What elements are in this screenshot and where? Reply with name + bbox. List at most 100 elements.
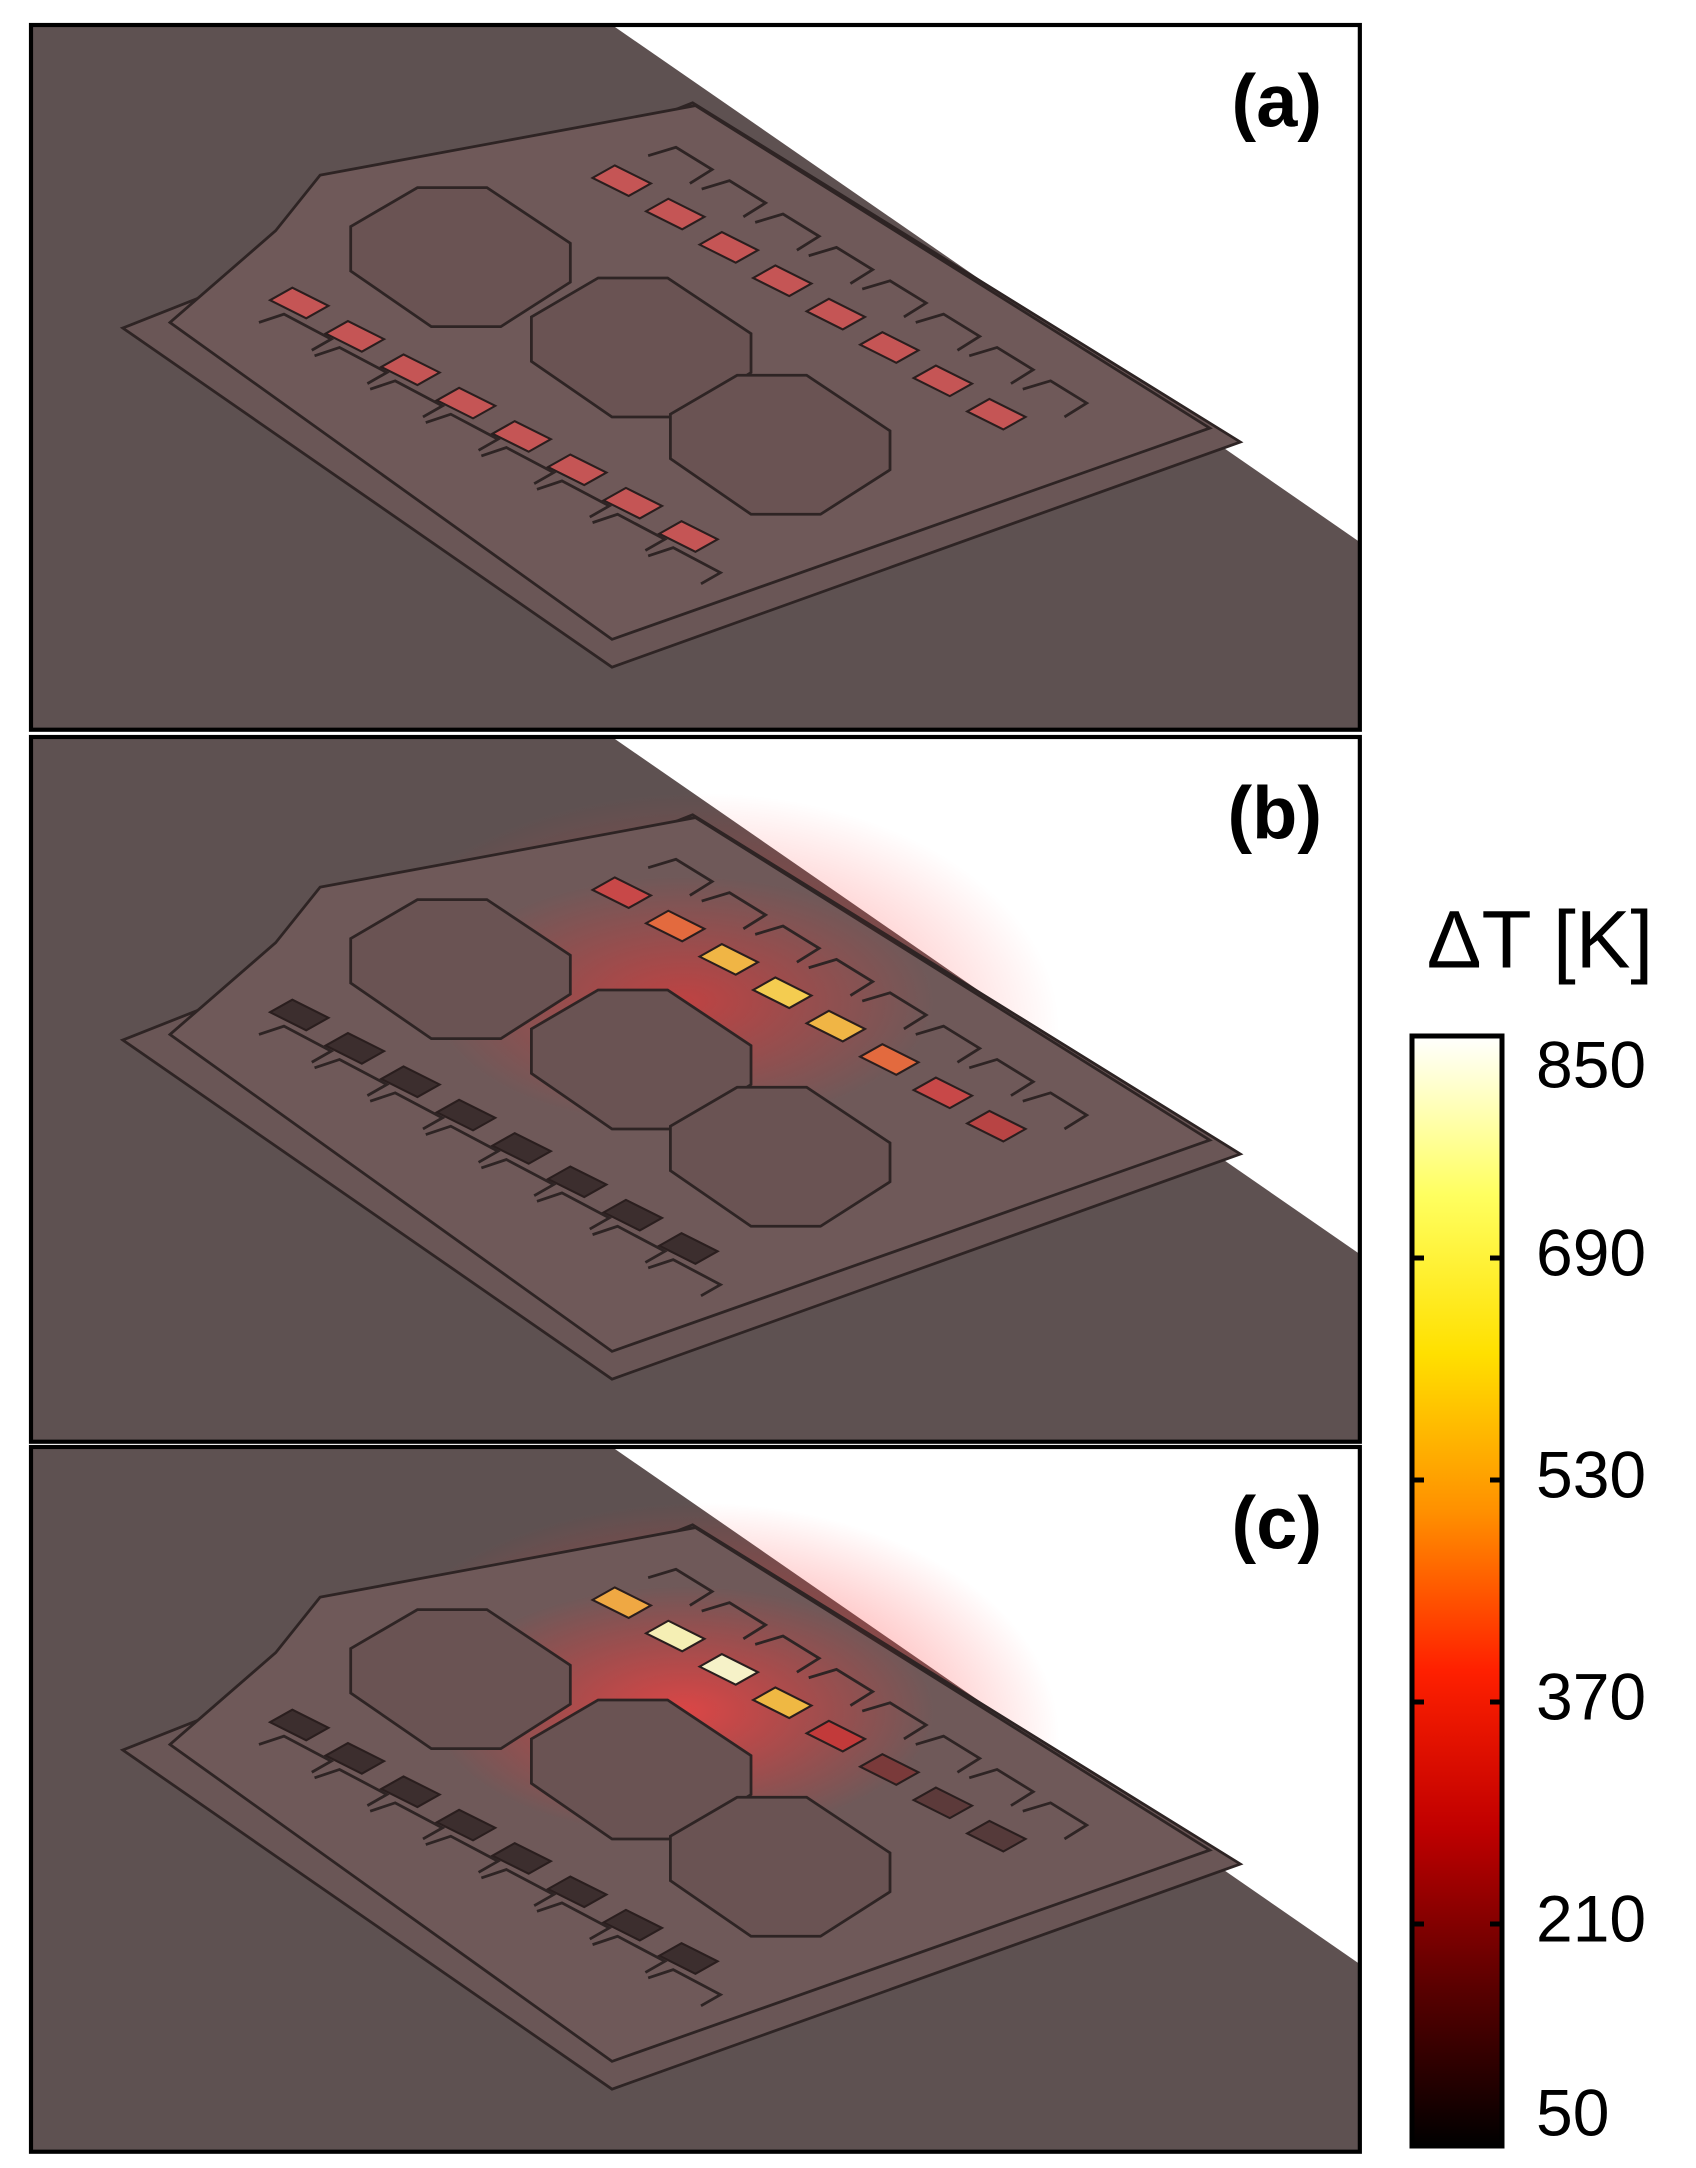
trace — [480, 1868, 557, 1907]
trace — [258, 1024, 335, 1064]
trace — [808, 1667, 876, 1707]
trace — [1022, 1801, 1090, 1841]
heater-pad — [434, 1808, 498, 1842]
trace — [647, 1968, 724, 2007]
heater-pad — [643, 909, 707, 943]
bond-pad — [669, 1085, 892, 1228]
colorbar-tick-label: 50 — [1536, 2075, 1609, 2149]
trace — [754, 212, 822, 252]
panel-label: (c) — [1232, 1482, 1322, 1565]
trace — [968, 345, 1036, 385]
heater-pad — [804, 1719, 868, 1753]
heater-pad — [379, 353, 442, 387]
trace — [647, 145, 715, 185]
trace — [861, 279, 929, 319]
bond-pad — [530, 1698, 753, 1841]
panel — [28, 734, 1362, 1444]
heater-pad — [267, 998, 331, 1032]
trace — [701, 1601, 769, 1640]
trace — [369, 1091, 446, 1131]
trace — [369, 1801, 446, 1841]
heater-pad — [857, 1043, 921, 1076]
bond-pad — [349, 898, 572, 1041]
panel-frame — [28, 22, 1362, 732]
trace — [701, 179, 769, 218]
trace — [425, 1124, 501, 1164]
panel — [28, 1444, 1362, 2154]
heater-pad — [857, 331, 921, 364]
trace — [968, 1767, 1036, 1807]
heater-pad — [750, 976, 814, 1010]
panel-frame — [28, 1444, 1362, 2154]
heater-pad — [911, 1786, 975, 1820]
trace — [536, 479, 613, 519]
heater-pad — [750, 264, 814, 298]
heater-pad — [379, 1065, 442, 1099]
trace — [1022, 1091, 1090, 1131]
trace — [647, 1258, 724, 1297]
heater-pad — [323, 1741, 387, 1775]
bond-pad — [530, 988, 753, 1131]
trace — [647, 546, 724, 585]
trace — [861, 991, 929, 1031]
heater-pad — [590, 164, 654, 198]
trace — [754, 924, 822, 964]
trace — [915, 1734, 983, 1774]
heater-pad — [657, 1942, 720, 1975]
heater-pad — [964, 1819, 1028, 1853]
heater-pad — [434, 386, 498, 420]
heater-pad — [590, 876, 654, 910]
trace — [647, 857, 715, 897]
trace — [314, 1057, 390, 1097]
colorbar-tick-label: 370 — [1536, 1659, 1646, 1733]
trace — [314, 1767, 390, 1807]
trace — [808, 245, 876, 285]
heater-pad — [323, 319, 387, 353]
heater-pad — [697, 230, 761, 264]
heater-pad — [601, 1908, 665, 1942]
trace — [314, 345, 390, 385]
heater-pad — [697, 942, 761, 976]
panel-label: (a) — [1232, 60, 1322, 143]
heater-pad — [379, 1775, 442, 1809]
panel — [28, 22, 1362, 732]
trace — [258, 312, 335, 352]
trace — [647, 1567, 715, 1607]
heater-pad — [643, 1619, 707, 1653]
heater-pad — [545, 1875, 609, 1909]
heater-pad — [545, 453, 609, 487]
trace — [536, 1901, 613, 1941]
bond-pad — [669, 373, 892, 516]
trace — [592, 1224, 668, 1264]
trace — [480, 446, 557, 485]
trace — [536, 1191, 613, 1231]
heater-pad — [643, 197, 707, 231]
trace — [1022, 379, 1090, 419]
trace — [808, 957, 876, 997]
trace — [754, 1634, 822, 1674]
trace — [369, 379, 446, 419]
panel-label: (b) — [1228, 772, 1323, 855]
trace — [480, 1158, 557, 1197]
heater-pad — [911, 1076, 975, 1110]
heater-pad — [490, 419, 554, 453]
colorbar-tick-label: 530 — [1536, 1437, 1646, 1511]
colorbar — [1409, 1033, 1505, 2149]
heater-pad — [601, 486, 665, 520]
colorbar-tick-label: 690 — [1536, 1215, 1646, 1289]
bond-pad — [669, 1795, 892, 1938]
trace — [968, 1057, 1036, 1097]
heater-pad — [657, 520, 720, 553]
panel-frame — [28, 734, 1362, 1444]
bond-pad — [530, 276, 753, 419]
heater-pad — [804, 297, 868, 331]
colorbar-tick-label: 850 — [1536, 1027, 1646, 1101]
heater-pad — [545, 1165, 609, 1199]
trace — [425, 412, 501, 452]
trace — [592, 1934, 668, 1974]
heater-pad — [804, 1009, 868, 1043]
colorbar-tick-label: 210 — [1536, 1881, 1646, 1955]
heater-pad — [911, 364, 975, 398]
heater-pad — [857, 1753, 921, 1786]
